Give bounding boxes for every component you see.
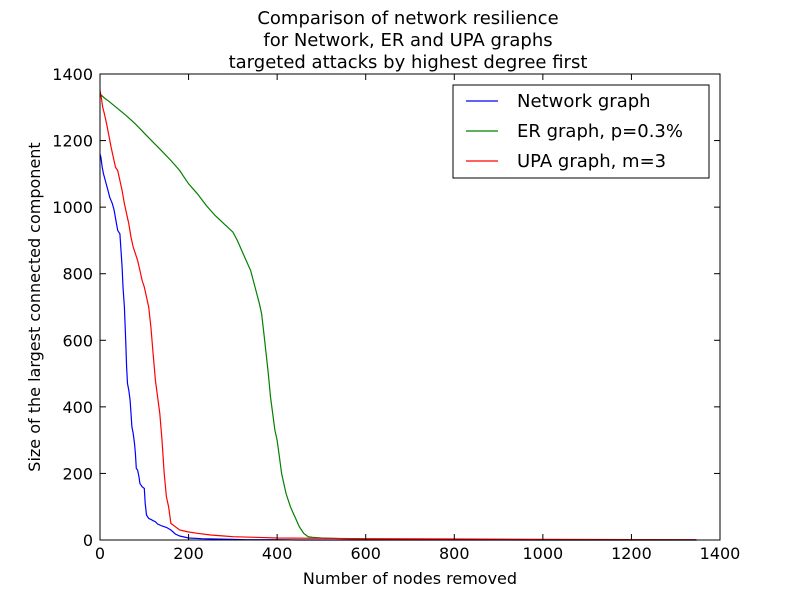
x-tick-label-0: 0: [95, 544, 105, 563]
legend-label-upa: UPA graph, m=3: [517, 151, 666, 172]
x-tick-label-4: 800: [439, 544, 470, 563]
x-tick-label-2: 400: [262, 544, 293, 563]
x-tick-label-6: 1200: [611, 544, 652, 563]
legend-label-network: Network graph: [517, 91, 651, 112]
legend: Network graph ER graph, p=0.3% UPA graph…: [452, 84, 710, 179]
series-line-2: [99, 90, 697, 541]
x-axis-label: Number of nodes removed: [303, 569, 517, 588]
ticks-layer: 0 200 400 600 800 1000 1200 1400 0 200 400 600 800 10…: [52, 65, 740, 563]
y-tick-label-3: 600: [62, 331, 93, 350]
y-tick-label-0: 0: [83, 531, 93, 550]
series-line-1: [99, 93, 697, 541]
series-layer: [99, 90, 697, 541]
chart-title-line-3: targeted attacks by highest degree first: [229, 52, 588, 73]
x-tick-label-5: 1000: [522, 544, 563, 563]
y-tick-label-5: 1000: [52, 198, 93, 217]
y-axis-label: Size of the largest connected component: [25, 142, 44, 471]
y-tick-label-4: 800: [62, 265, 93, 284]
plot-frame: [99, 73, 721, 541]
x-tick-label-1: 200: [173, 544, 204, 563]
chart-title-line-1: Comparison of network resilience: [257, 8, 558, 29]
chart-title-line-2: for Network, ER and UPA graphs: [263, 30, 552, 51]
series-line-0: [99, 153, 697, 541]
y-tick-label-7: 1400: [52, 65, 93, 84]
x-tick-label-3: 600: [350, 544, 381, 563]
y-tick-label-6: 1200: [52, 132, 93, 151]
x-tick-label-7: 1400: [700, 544, 741, 563]
legend-label-er: ER graph, p=0.3%: [517, 121, 683, 142]
y-tick-label-2: 400: [62, 398, 93, 417]
y-tick-label-1: 200: [62, 464, 93, 483]
